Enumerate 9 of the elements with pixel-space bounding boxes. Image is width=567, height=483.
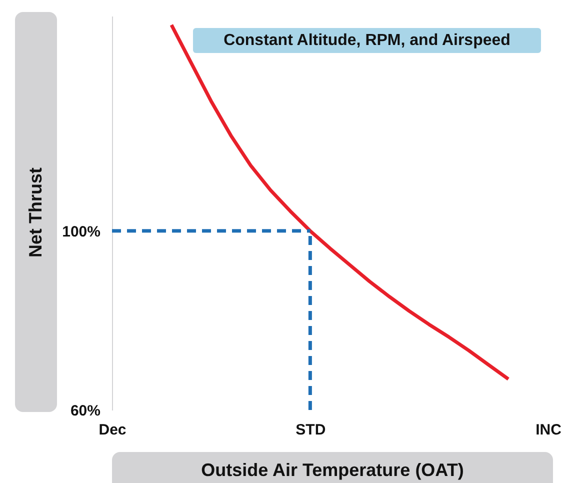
y-tick-label: 100%	[62, 223, 100, 240]
label-box: Outside Air Temperature (OAT)	[112, 452, 553, 483]
title-box: Constant Altitude, RPM, and Airspeed	[193, 28, 541, 53]
y-tick-label: 60%	[70, 402, 100, 420]
x-tick-label: STD	[296, 422, 326, 438]
x-tick-label: Dec	[98, 422, 126, 438]
x-tick-label: INC	[536, 422, 562, 438]
y-axis-title: Net Thrust	[26, 167, 46, 257]
label-box: Net Thrust	[15, 12, 57, 412]
